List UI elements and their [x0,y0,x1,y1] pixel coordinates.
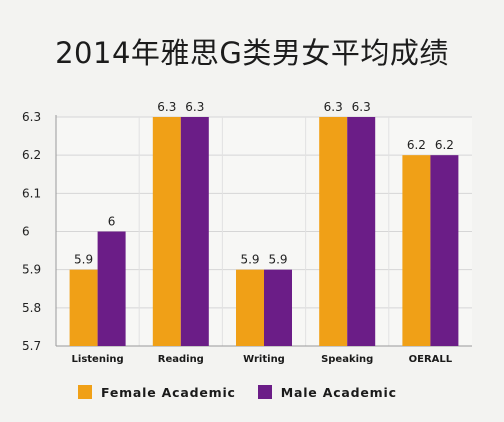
x-tick-label: Listening [72,354,124,365]
legend-swatch-female [78,385,92,399]
y-tick-label: 6 [22,225,30,239]
legend-item-male: Male Academic [257,384,397,400]
y-tick-label: 6.1 [22,186,41,200]
legend: Female Academic Male Academic [78,381,419,403]
bar-male-oerall [430,155,459,346]
data-label: 6 [108,215,116,229]
bar-female-oerall [402,155,431,346]
legend-swatch-male [257,385,272,399]
legend-label-male: Male Academic [280,384,397,400]
bar-male-writing [264,269,292,346]
legend-item-female: Female Academic [78,385,236,400]
data-label: 5.9 [240,253,259,267]
y-tick-label: 5.7 [22,339,41,353]
bar-female-listening [69,269,98,346]
bars [69,117,459,346]
y-tick-label: 5.8 [22,301,41,315]
bar-male-reading [180,117,209,346]
data-label: 5.9 [268,253,287,267]
bar-male-speaking [347,117,376,346]
labels: 5.9 6 Listening 6.3 6.3 Reading 5.9 5.9 Writing 6… [72,100,454,365]
data-label: 6.3 [352,100,371,114]
x-tick-label: Writing [243,354,285,365]
bar-female-writing [236,269,264,346]
legend-label-female: Female Academic [101,384,236,400]
data-label: 6.2 [435,138,454,152]
data-label: 6.3 [185,100,204,114]
y-tick-label: 5.9 [22,263,41,277]
y-tick-label: 6.2 [22,148,41,162]
bar-female-reading [152,117,181,346]
data-label: 6.3 [324,100,343,114]
data-label: 6.3 [157,100,176,114]
chart-title: 2014年雅思G类男女平均成绩 [55,36,449,70]
x-tick-label: Speaking [321,354,373,365]
x-tick-label: Reading [158,354,204,365]
x-tick-label: OERALL [409,354,453,365]
bar-female-speaking [319,117,348,346]
data-label: 5.9 [74,253,93,267]
bar-male-listening [97,231,126,346]
data-label: 6.2 [407,138,426,152]
y-tick-label: 6.3 [22,110,41,124]
